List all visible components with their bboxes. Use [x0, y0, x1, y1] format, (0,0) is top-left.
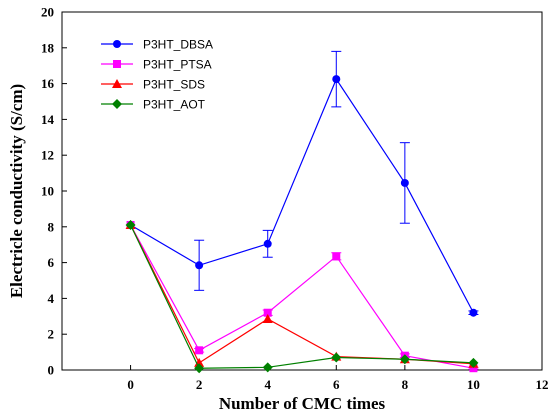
data-point	[469, 364, 478, 373]
x-tick-label: 6	[333, 377, 340, 392]
data-point	[332, 75, 341, 84]
legend-label: P3HT_SDS	[143, 78, 205, 92]
data-point	[262, 313, 273, 323]
y-tick-label: 18	[41, 40, 55, 55]
series	[125, 50, 479, 374]
legend-label: P3HT_DBSA	[143, 38, 213, 52]
x-tick-label: 4	[264, 377, 271, 392]
data-point	[399, 354, 410, 365]
data-point	[469, 308, 478, 317]
series-line	[130, 224, 474, 365]
x-tick-label: 10	[467, 377, 480, 392]
data-point	[195, 261, 204, 270]
y-axis-title: Electricle conductivity (S/cm)	[7, 84, 26, 298]
data-point	[400, 178, 409, 187]
x-tick-label: 12	[536, 377, 549, 392]
data-point	[194, 363, 205, 374]
y-tick-label: 2	[48, 327, 55, 342]
legend-item: P3HT_PTSA	[101, 58, 212, 72]
data-point	[195, 346, 204, 355]
data-point	[112, 79, 122, 88]
data-point	[125, 220, 136, 231]
y-tick-label: 0	[48, 363, 55, 378]
data-point	[113, 40, 121, 48]
legend-item: P3HT_DBSA	[101, 38, 213, 52]
data-point	[263, 239, 272, 248]
y-tick-label: 6	[48, 255, 55, 270]
data-point	[262, 362, 273, 373]
series-p3ht-ptsa	[126, 221, 479, 373]
y-tick-label: 8	[48, 219, 55, 234]
data-point	[113, 60, 121, 68]
legend-item: P3HT_SDS	[101, 78, 205, 92]
y-tick-label: 12	[41, 148, 54, 163]
y-tick-label: 20	[41, 5, 54, 20]
x-tick-label: 2	[196, 377, 203, 392]
y-tick-label: 14	[41, 112, 55, 127]
data-point	[112, 99, 122, 109]
series-line	[130, 77, 474, 314]
x-tick-label: 0	[127, 377, 134, 392]
plot-frame	[61, 11, 543, 371]
data-point	[263, 308, 272, 317]
series-p3ht-sds	[125, 220, 479, 368]
data-point	[194, 357, 205, 367]
x-axis-title: Number of CMC times	[219, 394, 386, 413]
ticks: 0 2 4 6 8 10 12 0 2 4 6 8 10 12 14 16 18 20	[41, 5, 549, 393]
data-point	[331, 352, 342, 363]
series-line	[130, 224, 474, 369]
legend-label: P3HT_AOT	[143, 98, 206, 112]
series-p3ht-aot	[125, 220, 479, 374]
y-tick-label: 4	[48, 291, 55, 306]
legend-label: P3HT_PTSA	[143, 58, 212, 72]
data-point	[468, 357, 479, 368]
legend-item: P3HT_AOT	[101, 98, 206, 112]
y-tick-label: 10	[41, 184, 54, 199]
y-tick-label: 16	[41, 76, 55, 91]
x-tick-label: 8	[402, 377, 409, 392]
series-line	[130, 224, 474, 369]
data-point	[332, 252, 341, 261]
series-p3ht-dbsa	[126, 50, 479, 317]
legend: P3HT_DBSA P3HT_PTSA P3HT_SDS P3HT_AOT	[101, 38, 213, 112]
